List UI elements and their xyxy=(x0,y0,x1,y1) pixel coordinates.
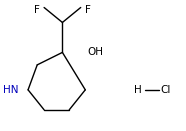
Text: H: H xyxy=(134,85,142,95)
Text: F: F xyxy=(34,5,40,15)
Text: HN: HN xyxy=(3,85,19,95)
Text: OH: OH xyxy=(88,47,104,57)
Text: Cl: Cl xyxy=(160,85,171,95)
Text: F: F xyxy=(85,5,91,15)
